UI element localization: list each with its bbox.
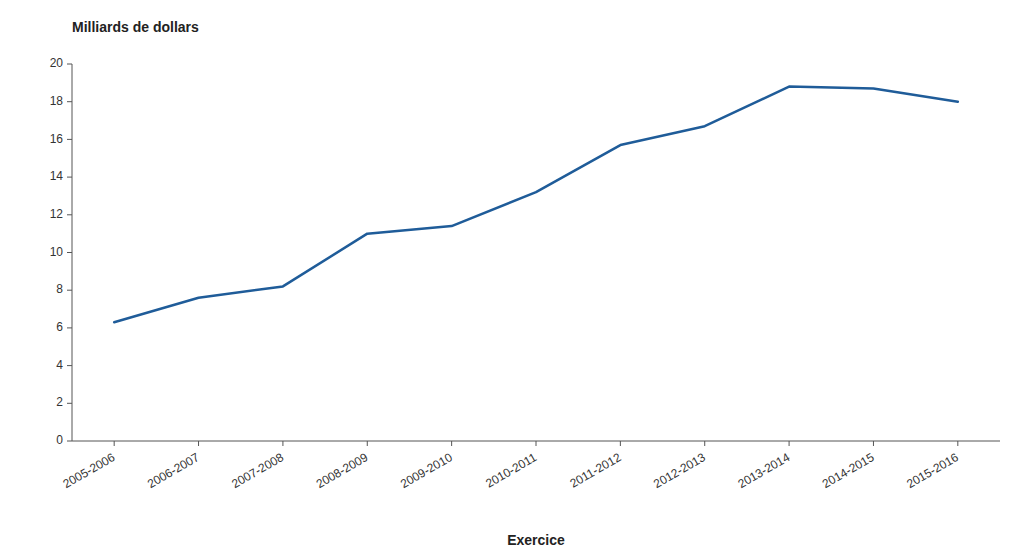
x-tick-label: 2009-2010 bbox=[398, 450, 455, 491]
y-tick-label: 16 bbox=[50, 132, 64, 146]
x-tick bbox=[789, 441, 790, 446]
x-tick bbox=[536, 441, 537, 446]
x-tick-label: 2013-2014 bbox=[735, 450, 792, 491]
y-tick-label: 14 bbox=[50, 169, 64, 183]
x-tick-label: 2010-2011 bbox=[483, 450, 539, 491]
x-tick-label: 2011-2012 bbox=[568, 450, 624, 491]
background bbox=[0, 0, 1024, 559]
line bbox=[114, 87, 958, 323]
x-tick-label: 2005-2006 bbox=[61, 450, 118, 491]
x-tick-label: 2007-2008 bbox=[229, 450, 286, 491]
y-tick-label: 12 bbox=[50, 207, 64, 221]
y-tick-label: 2 bbox=[56, 395, 63, 409]
y-tick bbox=[67, 441, 72, 442]
y-tick bbox=[67, 101, 72, 102]
y-axis: 0 2 4 6 8 10 12 14 16 18 20 bbox=[50, 56, 72, 447]
chart-svg: 0 2 4 6 8 10 12 14 16 18 20 2005-2006 2006-2007 2007-… bbox=[0, 0, 1024, 559]
x-tick bbox=[451, 441, 452, 446]
x-tick bbox=[957, 441, 958, 446]
y-tick bbox=[67, 403, 72, 404]
y-tick-label: 18 bbox=[50, 94, 64, 108]
x-axis: 2005-2006 2006-2007 2007-2008 2008-2009 2009… bbox=[61, 441, 1000, 491]
x-tick-label: 2012-2013 bbox=[651, 450, 708, 491]
y-tick bbox=[67, 139, 72, 140]
y-tick bbox=[67, 365, 72, 366]
x-axis-label: Exercice bbox=[507, 532, 565, 548]
x-tick bbox=[704, 441, 705, 446]
y-tick bbox=[67, 290, 72, 291]
y-tick bbox=[67, 252, 72, 253]
y-tick-label: 4 bbox=[56, 358, 63, 372]
x-tick bbox=[282, 441, 283, 446]
chart-container: 0 2 4 6 8 10 12 14 16 18 20 2005-2006 2006-2007 2007-… bbox=[0, 0, 1024, 559]
y-tick-label: 8 bbox=[56, 282, 63, 296]
x-tick bbox=[873, 441, 874, 446]
x-tick-label: 2015-2016 bbox=[904, 450, 961, 491]
y-tick bbox=[67, 327, 72, 328]
x-tick bbox=[114, 441, 115, 446]
y-tick bbox=[67, 177, 72, 178]
y-tick-label: 6 bbox=[56, 320, 63, 334]
x-tick bbox=[198, 441, 199, 446]
x-tick-label: 2008-2009 bbox=[314, 450, 371, 491]
plot-area bbox=[114, 87, 958, 323]
x-tick-label: 2006-2007 bbox=[145, 450, 202, 491]
y-tick-label: 10 bbox=[50, 245, 64, 259]
x-tick-label: 2014-2015 bbox=[820, 450, 877, 491]
x-tick bbox=[620, 441, 621, 446]
y-axis-label: Milliards de dollars bbox=[72, 19, 199, 35]
y-tick-label: 20 bbox=[50, 56, 64, 70]
x-tick bbox=[367, 441, 368, 446]
y-tick-label: 0 bbox=[56, 433, 63, 447]
y-tick bbox=[67, 64, 72, 65]
y-tick bbox=[67, 214, 72, 215]
